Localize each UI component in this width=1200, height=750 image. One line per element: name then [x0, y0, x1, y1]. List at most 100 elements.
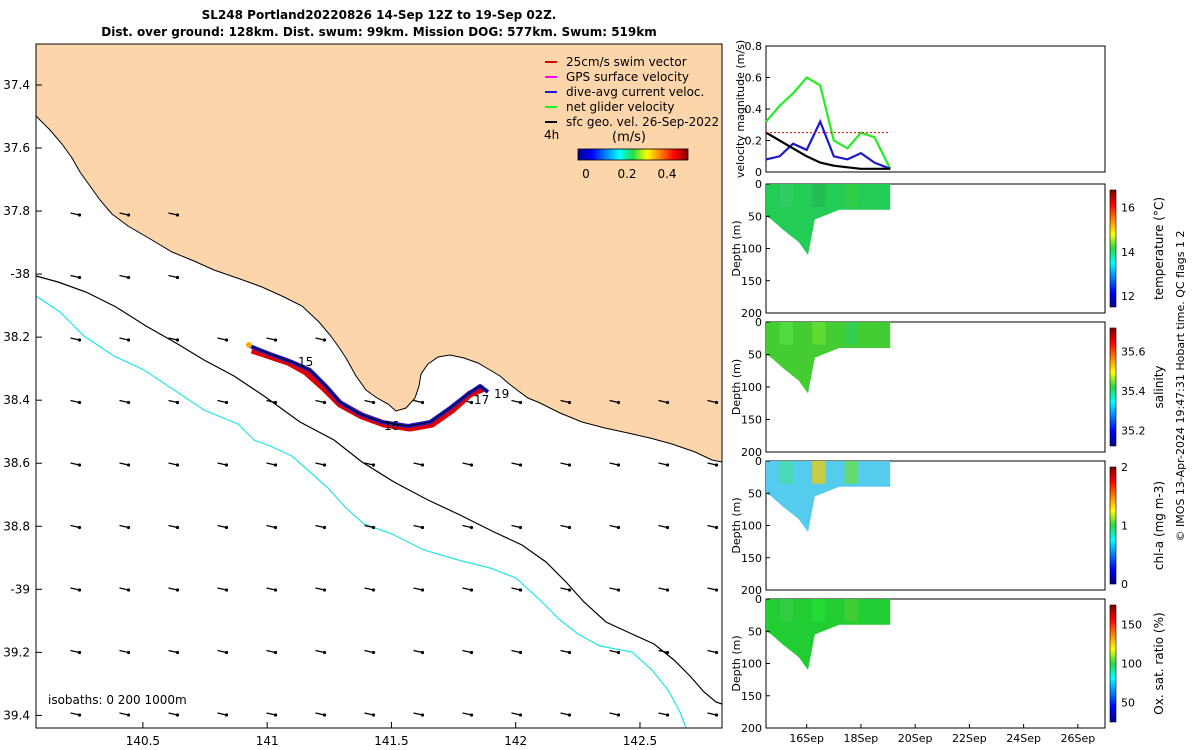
map-x-tick-label: 142.5: [623, 734, 657, 748]
profile-colorbar: [1109, 327, 1117, 447]
velocity-y-tick-label: 0.2: [745, 135, 763, 148]
map-y-tick-label: 38.8: [3, 519, 30, 533]
colorbar-tick-label: 150: [1121, 619, 1142, 632]
colorbar-tick-label: 14: [1121, 246, 1135, 259]
colorbar-tick-label: 1: [1121, 520, 1128, 533]
velocity-series-line: [765, 118, 891, 170]
profile-colorbar: [1109, 466, 1117, 585]
day-label-19: 19: [494, 387, 509, 401]
colorbar-tick: 0.2: [617, 167, 636, 181]
velocity-y-tick-label: 0: [755, 166, 762, 179]
time-tick-label: 20Sep: [898, 732, 933, 745]
depth-axis-label: Depth (m): [730, 359, 743, 415]
profile-data-patch: [812, 599, 826, 622]
map-y-tick-label: 37.4: [3, 78, 30, 92]
depth-axis-label: Depth (m): [730, 220, 743, 276]
colorbar-tick-label: 50: [1121, 697, 1135, 710]
legend-entry: 25cm/s swim vector: [566, 55, 687, 69]
profile-data-patch: [844, 184, 859, 207]
legend-entry: GPS surface velocity: [566, 70, 689, 84]
time-tick-label: 22Sep: [952, 732, 987, 745]
profile-data-patch: [779, 599, 794, 622]
legend-entry: dive-avg current veloc.: [566, 85, 704, 99]
glider-start-marker: [246, 342, 252, 348]
time-tick-label: 16Sep: [789, 732, 824, 745]
colorbar-note: 4h: [544, 128, 559, 142]
depth-axis-label: Depth (m): [730, 635, 743, 691]
colorbar-label: salinity: [1152, 365, 1166, 408]
depth-axis-label: Depth (m): [730, 497, 743, 553]
profile-colorbar: [1109, 604, 1117, 723]
isobath-1000m: [36, 295, 687, 728]
chart-title: SL248 Portland20220826 14-Sep 12Z to 19-…: [201, 8, 557, 22]
chart-subtitle: Dist. over ground: 128km. Dist. swum: 99…: [101, 25, 657, 39]
profile-data-patch: [844, 322, 859, 345]
map-y-tick-label: 38.6: [3, 456, 30, 470]
map-axes: 140.5 141 141.5 142 142.5 37.4 37.6 37.8 -38 38.2…: [3, 78, 657, 748]
depth-tick-label: 0: [755, 316, 762, 329]
colorbar-tick: 0.4: [657, 167, 676, 181]
profile-data-patch: [779, 461, 794, 484]
profile-data-patch: [812, 461, 826, 484]
map-x-tick-label: 141: [256, 734, 279, 748]
depth-tick-label: 150: [741, 414, 762, 427]
depth-tick-label: 100: [741, 520, 762, 533]
profile-data-patch: [779, 184, 794, 207]
colorbar-tick-label: 35.6: [1121, 346, 1146, 359]
profile-data-section: [766, 322, 891, 394]
map-y-tick-label: 37.6: [3, 141, 30, 155]
geo-velocity-vectors: [70, 212, 719, 717]
depth-tick-label: 50: [748, 487, 762, 500]
time-tick-label: 24Sep: [1006, 732, 1041, 745]
velocity-y-tick-label: 0.6: [745, 72, 763, 85]
map-y-tick-label: 37.8: [3, 204, 30, 218]
profile-data-section: [766, 184, 891, 255]
legend-entry: sfc geo. vel. 26-Sep-2022: [566, 115, 719, 129]
profile-colorbar: [1109, 189, 1117, 308]
time-tick-label: 18Sep: [844, 732, 879, 745]
day-label-16: 16: [384, 419, 399, 433]
profile-data-patch: [812, 184, 826, 207]
colorbar-tick-label: 2: [1121, 461, 1128, 474]
glider-track-line: [249, 345, 489, 427]
colorbar-tick-label: 12: [1121, 290, 1135, 303]
colorbar-label: chl-a (mg m-3): [1152, 481, 1166, 570]
depth-tick-label: 50: [748, 210, 762, 223]
depth-tick-label: 200: [741, 446, 762, 459]
map-y-tick-label: -39: [10, 582, 30, 596]
depth-tick-label: 200: [741, 722, 762, 735]
depth-tick-label: 150: [741, 690, 762, 703]
colorbar-label: Ox. sat. ratio (%): [1152, 612, 1166, 714]
colorbar-title: (m/s): [612, 130, 646, 145]
depth-tick-label: 100: [741, 243, 762, 256]
day-label-15: 15: [298, 355, 313, 369]
map-x-tick-label: 142: [504, 734, 527, 748]
map-y-tick-label: 39.4: [3, 708, 30, 722]
colorbar-tick: 0: [582, 167, 590, 181]
profile-data-section: [766, 461, 891, 532]
depth-tick-label: 0: [755, 593, 762, 606]
depth-tick-label: 0: [755, 455, 762, 468]
land-mass: [36, 44, 722, 463]
profile-data-patch: [844, 599, 859, 622]
profile-data-patch: [779, 322, 794, 345]
velocity-series-line: [765, 76, 892, 170]
depth-tick-label: 150: [741, 552, 762, 565]
velocity-panel: [765, 45, 1106, 173]
day-label-17: 17: [474, 393, 489, 407]
profile-data-patch: [812, 322, 826, 345]
map-y-tick-label: 38.4: [3, 393, 30, 407]
map-frame: [35, 43, 723, 729]
velocity-ylabel: velocity magnitude (m/s): [734, 40, 747, 178]
depth-tick-label: 200: [741, 584, 762, 597]
depth-tick-label: 200: [741, 307, 762, 320]
isobath-label: isobaths: 0 200 1000m: [48, 693, 187, 707]
map-y-tick-label: -38: [10, 267, 30, 281]
colorbar-tick-label: 16: [1121, 202, 1135, 215]
velocity-y-tick-label: 0.4: [745, 103, 763, 116]
colorbar-tick-label: 100: [1121, 658, 1142, 671]
depth-tick-label: 100: [741, 381, 762, 394]
